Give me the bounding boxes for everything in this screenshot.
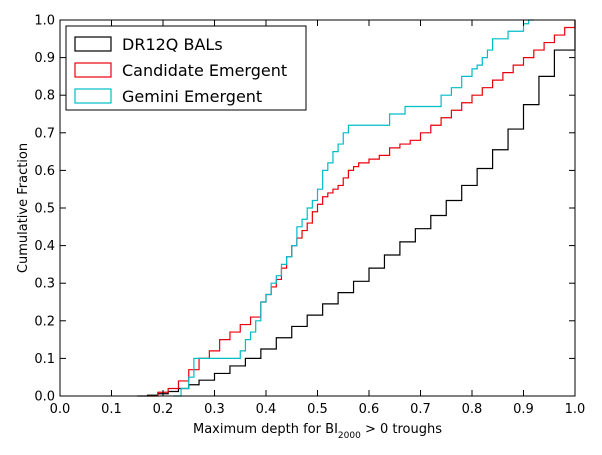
x-tick-label: 1.0 [565, 402, 586, 417]
legend-swatch [74, 62, 112, 78]
plot-frame [59, 19, 576, 397]
legend: DR12Q BALs Candidate Emergent Gemini Emerg… [65, 25, 307, 111]
legend-frame [65, 25, 307, 111]
x-tick-label: 0.4 [256, 402, 277, 417]
y-tick-label: 0.6 [34, 164, 55, 179]
y-tick-label: 0.8 [34, 89, 55, 104]
series-line-gemini-emergent [173, 19, 534, 397]
legend-label: Candidate Emergent [122, 61, 287, 80]
x-tick-label: 0.9 [513, 402, 534, 417]
x-tick-label: 0.7 [410, 402, 431, 417]
y-tick-label: 0.1 [34, 352, 55, 367]
y-tick-label: 0.5 [34, 202, 55, 217]
y-tick-label: 0.0 [34, 390, 55, 405]
y-axis-label: Cumulative Fraction [16, 143, 31, 273]
x-tick-label: 0.1 [101, 402, 122, 417]
series-layer [137, 19, 576, 397]
x-axis-label: Maximum depth for BI2000 > 0 troughs [193, 422, 442, 441]
ticks-layer: 0.0 0.1 0.2 0.3 0.4 0.5 0.6 0.7 0.8 0.9 1.0 0.0 0.1 0… [34, 14, 585, 418]
y-tick-label: 1.0 [34, 14, 55, 29]
legend-label: Gemini Emergent [122, 87, 262, 106]
x-tick-label: 0.5 [307, 402, 328, 417]
x-tick-label: 0.6 [359, 402, 380, 417]
legend-label: DR12Q BALs [122, 35, 223, 54]
y-tick-label: 0.3 [34, 277, 55, 292]
y-tick-label: 0.2 [34, 314, 55, 329]
y-tick-label: 0.7 [34, 126, 55, 141]
x-tick-label: 0.3 [204, 402, 225, 417]
y-tick-label: 0.9 [34, 51, 55, 66]
x-tick-label: 0.8 [462, 402, 483, 417]
y-tick-label: 0.4 [34, 239, 55, 254]
x-tick-label: 0.2 [153, 402, 174, 417]
legend-swatch [74, 88, 112, 104]
x-tick-label: 0.0 [50, 402, 71, 417]
series-line-candidate-emergent [147, 20, 576, 397]
legend-swatch [74, 36, 112, 52]
